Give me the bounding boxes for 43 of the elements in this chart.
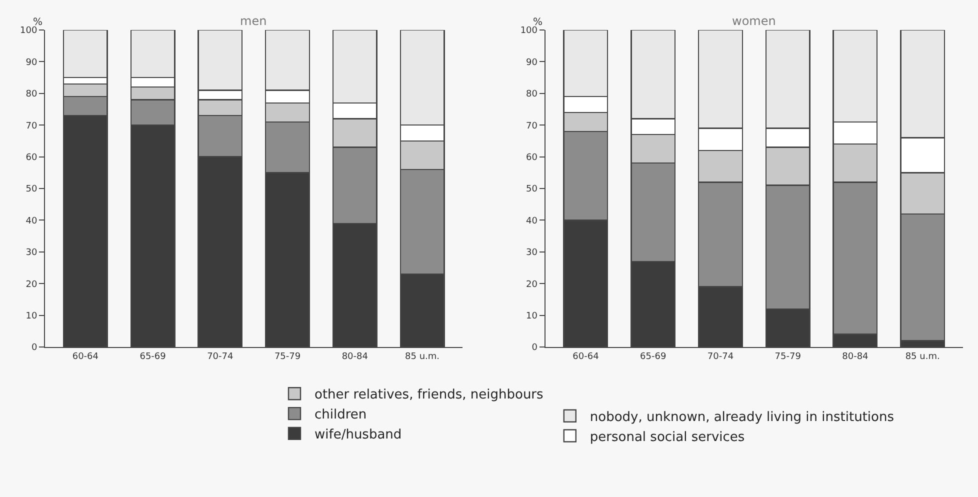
x-tick-label: 75-79 — [774, 352, 802, 362]
y-tick-label: 100 — [520, 26, 538, 36]
y-tick-label: 70 — [526, 121, 538, 132]
x-tick-label: 65-69 — [140, 352, 166, 362]
y-tick-label: 80 — [526, 90, 538, 100]
legend-label: personal social services — [590, 430, 745, 445]
legend-label: wife/husband — [314, 428, 402, 443]
legend-label: other relatives, friends, neighbours — [314, 388, 544, 403]
x-tick-label: 80-84 — [842, 352, 869, 362]
y-tick-label: 30 — [26, 248, 38, 258]
x-tick-label: 85 u.m. — [405, 352, 440, 362]
x-tick-label: 80-84 — [342, 352, 368, 362]
chart-title: men — [240, 14, 267, 28]
x-tick-label: 70-74 — [207, 352, 234, 362]
y-tick-label: 40 — [26, 216, 38, 226]
x-tick-label: 75-79 — [274, 352, 301, 362]
y-tick-label: 70 — [26, 121, 38, 132]
y-tick-label: 30 — [526, 248, 538, 258]
y-tick-label: 60 — [26, 152, 38, 163]
y-tick-label: 10 — [26, 311, 38, 322]
y-tick-label: 50 — [26, 184, 38, 195]
y-tick-label: 20 — [26, 280, 38, 290]
chart-title: women — [732, 14, 776, 28]
y-tick-label: 60 — [526, 152, 538, 163]
x-tick-label: 60-64 — [72, 352, 99, 362]
x-tick-label: 85 u.m. — [905, 352, 940, 362]
y-axis-title: % — [533, 17, 543, 28]
y-tick-label: 40 — [526, 216, 538, 226]
y-tick-label: 100 — [20, 26, 38, 36]
y-tick-label: 90 — [26, 58, 38, 68]
y-tick-label: 50 — [526, 184, 538, 195]
y-tick-label: 90 — [526, 58, 538, 68]
x-tick-label: 65-69 — [640, 352, 666, 362]
y-axis-title: % — [33, 17, 43, 28]
legend-label: children — [314, 408, 367, 423]
legend-label: nobody, unknown, already living in institutions — [590, 410, 894, 425]
y-tick-label: 80 — [26, 90, 38, 100]
y-tick-label: 0 — [532, 343, 538, 354]
y-tick-label: 0 — [31, 343, 38, 354]
x-tick-label: 60-64 — [572, 352, 600, 362]
x-tick-label: 70-74 — [707, 352, 734, 362]
y-tick-label: 20 — [526, 280, 538, 290]
y-tick-label: 10 — [526, 311, 538, 322]
